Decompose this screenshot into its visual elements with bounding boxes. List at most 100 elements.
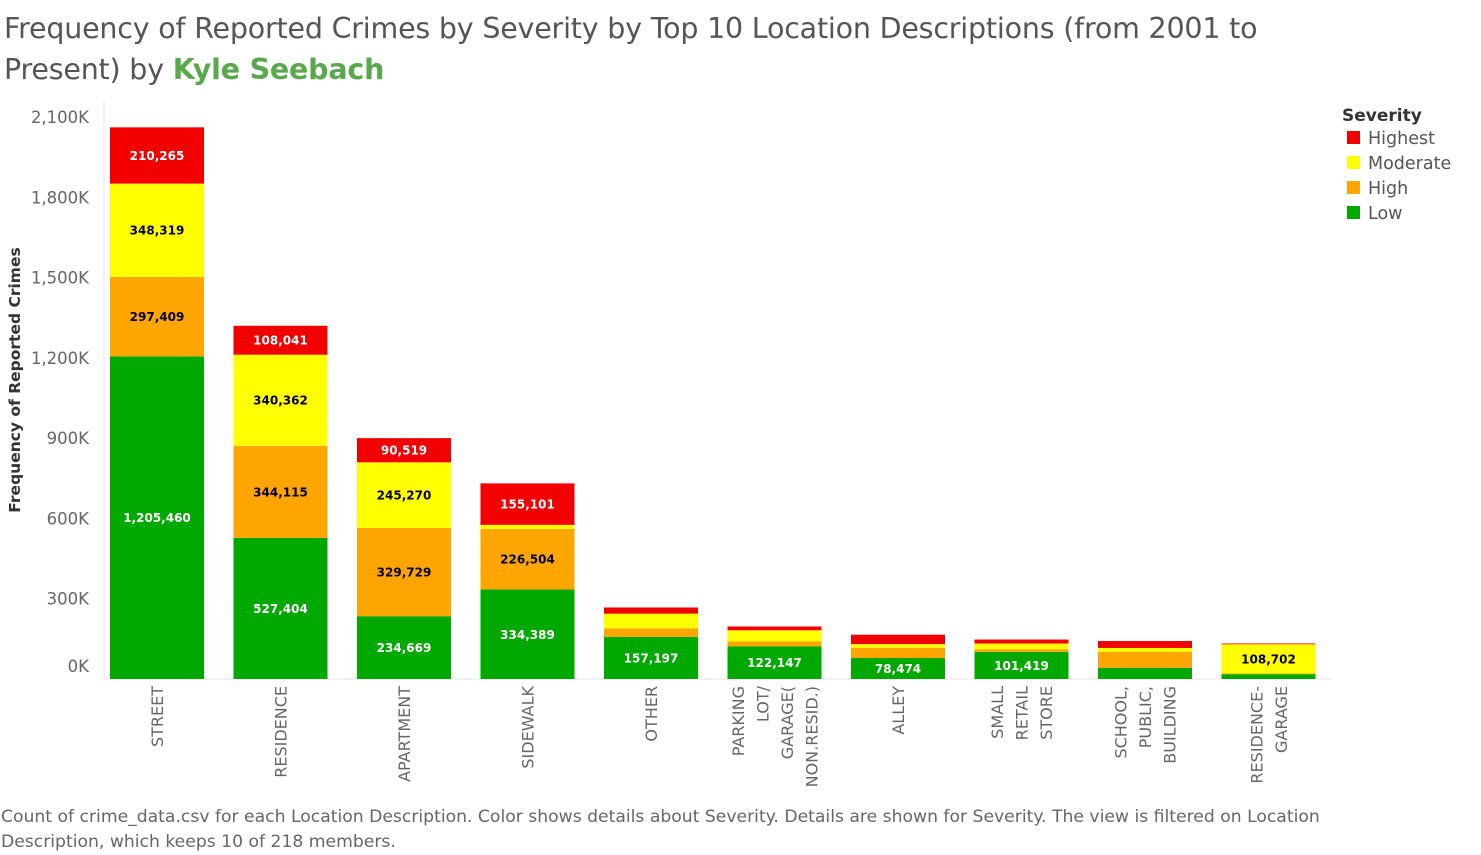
y-axis: 0K 300K 600K 900K 1,200K 1,500K 1,800K 2,100K xyxy=(31,101,1332,680)
bar-segment-high[interactable] xyxy=(233,445,328,538)
bar-segment-low[interactable] xyxy=(1098,667,1192,679)
bar-segment-highest[interactable] xyxy=(727,626,822,631)
bar-segment-moderate[interactable] xyxy=(974,643,1069,650)
bar-segment-low[interactable] xyxy=(110,356,204,679)
bar-segment-moderate[interactable] xyxy=(604,613,698,629)
x-tick-label: SMALL RETAIL STORE xyxy=(988,686,1056,740)
legend-item-highest[interactable]: Highest xyxy=(1347,129,1435,149)
bar-segment-highest[interactable] xyxy=(110,127,204,184)
legend-item-low[interactable]: Low xyxy=(1347,204,1402,224)
y-tick-label: 300K xyxy=(47,590,90,609)
bar-segment-moderate[interactable] xyxy=(851,644,945,648)
legend-label: High xyxy=(1368,179,1408,199)
data-label: 108,041 xyxy=(253,334,308,348)
x-tick-label: SCHOOL, PUBLIC, BUILDING xyxy=(1112,686,1180,764)
data-label: 329,729 xyxy=(377,566,432,580)
bar-segment-low[interactable] xyxy=(727,646,822,679)
bar-segment-high[interactable] xyxy=(974,649,1069,652)
page-title: Frequency of Reported Crimes by Severity… xyxy=(4,8,1304,90)
bar-segment-low[interactable] xyxy=(974,651,1069,679)
bar-stack[interactable]: 101,419 xyxy=(974,639,1069,679)
x-tick-label: STREET xyxy=(148,686,167,747)
x-tick-label-line: GARAGE xyxy=(1272,686,1291,753)
title-text: Frequency of Reported Crimes by Severity… xyxy=(4,12,1258,86)
bar-segment-highest[interactable] xyxy=(1221,643,1316,645)
bar-stack[interactable]: 78,474 xyxy=(851,634,945,679)
bar-segment-low[interactable] xyxy=(480,589,575,679)
x-tick-label-line: PUBLIC, xyxy=(1136,686,1155,748)
bar-segment-highest[interactable] xyxy=(233,325,328,355)
bar-segment-highest[interactable] xyxy=(357,438,451,463)
bar-stack[interactable]: 157,197 xyxy=(604,607,698,679)
bar-segment-high[interactable] xyxy=(480,528,575,590)
bar-stack[interactable]: 527,404 344,115 340,362 108,041 xyxy=(233,325,328,679)
data-label: 155,101 xyxy=(500,498,555,512)
bar-stack[interactable]: 234,669 329,729 245,270 90,519 xyxy=(357,438,451,679)
bar-segment-highest[interactable] xyxy=(604,607,698,614)
data-label: 210,265 xyxy=(130,149,185,163)
x-tick-label-line: ALLEY xyxy=(889,686,908,735)
bar-segment-high[interactable] xyxy=(357,527,451,617)
y-axis-title: Frequency of Reported Crimes xyxy=(6,247,24,512)
y-tick-label: 2,100K xyxy=(31,108,90,127)
x-tick-label-line: NON.RESID.) xyxy=(802,686,821,787)
data-label: 297,409 xyxy=(130,310,185,324)
x-tick-label-line: PARKING xyxy=(729,686,748,756)
x-tick-label: PARKING LOT/GARAGE(NON.RESID.) xyxy=(729,685,822,787)
legend-label: Highest xyxy=(1368,129,1435,149)
legend-item-moderate[interactable]: Moderate xyxy=(1347,154,1451,174)
data-label: 334,389 xyxy=(500,628,555,642)
bar-segment-high[interactable] xyxy=(1098,651,1192,668)
bar-stack[interactable]: 1,205,460 297,409 348,319 210,265 xyxy=(110,127,204,679)
data-label: 348,319 xyxy=(130,224,185,238)
bar-segment-highest[interactable] xyxy=(480,483,575,525)
bar-segment-high[interactable] xyxy=(1221,673,1316,675)
data-label: 226,504 xyxy=(500,553,555,567)
x-tick-label: RESIDENCE xyxy=(272,686,291,778)
data-label: 344,115 xyxy=(253,485,308,499)
y-tick-label: 900K xyxy=(47,429,90,448)
bar-segment-moderate[interactable] xyxy=(727,630,822,642)
bar-segment-low[interactable] xyxy=(1221,674,1316,679)
title-author: Kyle Seebach xyxy=(172,53,385,86)
bar-segment-moderate[interactable] xyxy=(1221,644,1316,674)
x-tick-label: OTHER xyxy=(642,686,661,742)
legend[interactable]: Severity Highest Moderate High Low xyxy=(1342,106,1451,224)
legend-swatch xyxy=(1347,206,1360,219)
chart-caption: Count of crime_data.csv for each Locatio… xyxy=(1,807,1320,852)
bar-segment-moderate[interactable] xyxy=(357,462,451,528)
x-tick-label-line: RESIDENCE xyxy=(272,686,291,778)
bar-segment-low[interactable] xyxy=(233,537,328,679)
bar-segment-moderate[interactable] xyxy=(110,183,204,277)
x-tick-label-line: SIDEWALK xyxy=(519,686,538,769)
data-label: 527,404 xyxy=(253,602,308,616)
bar-stack[interactable]: 122,147 xyxy=(727,626,822,679)
legend-swatch xyxy=(1347,131,1360,144)
bar-stack[interactable]: 334,389 226,504 155,101 xyxy=(480,483,575,679)
bar-stack[interactable] xyxy=(1098,641,1192,679)
bar-segment-high[interactable] xyxy=(110,276,204,357)
bar-segment-moderate[interactable] xyxy=(480,524,575,529)
bar-stack[interactable]: 108,702 xyxy=(1221,643,1316,679)
x-axis: STREET RESIDENCE APARTMENT SIDEWALK OTHER PAR… xyxy=(148,685,1291,787)
data-label: 234,669 xyxy=(377,641,432,655)
x-tick-label: APARTMENT xyxy=(395,686,414,782)
bar-segment-moderate[interactable] xyxy=(1098,647,1192,652)
legend-swatch xyxy=(1347,156,1360,169)
bar-segment-high[interactable] xyxy=(727,641,822,647)
bar-segment-high[interactable] xyxy=(604,628,698,637)
x-tick-label-line: APARTMENT xyxy=(395,686,414,782)
bar-segment-low[interactable] xyxy=(357,616,451,679)
bar-segment-high[interactable] xyxy=(851,647,945,659)
bar-segment-highest[interactable] xyxy=(1098,641,1192,648)
bar-segment-highest[interactable] xyxy=(974,639,1069,644)
y-tick-label: 1,200K xyxy=(31,349,90,368)
x-tick-label-line: GARAGE( xyxy=(778,686,797,759)
bar-segment-low[interactable] xyxy=(851,658,945,679)
x-tick-label: SIDEWALK xyxy=(519,686,538,769)
legend-item-high[interactable]: High xyxy=(1347,179,1408,199)
x-tick-label-line: BUILDING xyxy=(1161,686,1180,764)
bar-segment-highest[interactable] xyxy=(851,634,945,645)
bar-segment-low[interactable] xyxy=(604,636,698,679)
bar-segment-moderate[interactable] xyxy=(233,354,328,446)
